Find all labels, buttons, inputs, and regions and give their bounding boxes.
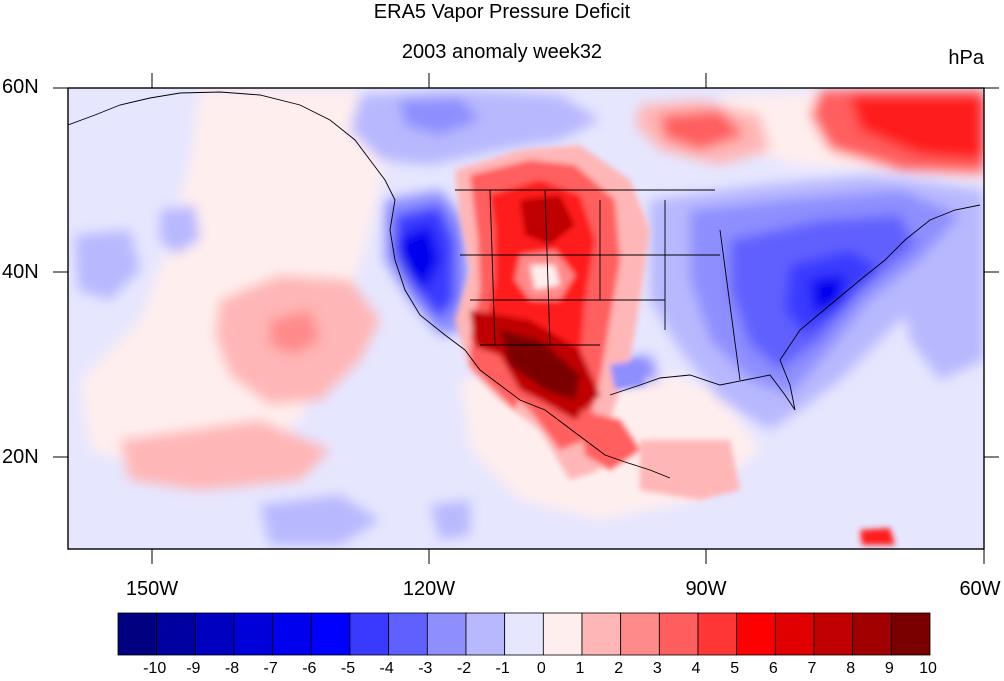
blue-low-east <box>430 500 470 540</box>
colorbar-swatch <box>542 612 583 656</box>
colorbar-tick-label: -2 <box>456 660 472 677</box>
colorbar-tick-label: -4 <box>379 660 394 677</box>
colorbar-tick-label: -7 <box>263 660 278 677</box>
colorbar-tick-label: 10 <box>919 660 937 677</box>
red-west-hole-core <box>530 265 560 290</box>
colorbar-tick-label: -10 <box>143 660 167 677</box>
colorbar-tick-label: 0 <box>536 660 546 677</box>
blue-pacific-mid <box>160 205 200 255</box>
lon-label-90w: 90W <box>685 578 727 600</box>
red-mexico-lower <box>580 410 640 470</box>
colorbar-swatch <box>736 612 776 656</box>
colorbar-swatch <box>194 612 235 656</box>
colorbar-tick-label: 2 <box>614 660 624 677</box>
red-upper-core <box>520 195 575 245</box>
colorbar-swatch <box>272 612 312 656</box>
red-pacific-core <box>270 310 320 355</box>
blue-low-pacific <box>260 495 380 545</box>
blue-texas-pocket <box>610 360 645 390</box>
colorbar-swatch <box>388 612 428 656</box>
red-baja <box>470 345 520 410</box>
colorbar-tick-label: -3 <box>418 660 433 677</box>
colorbar-tick-label: -1 <box>495 660 510 677</box>
colorbar-swatch <box>890 612 931 656</box>
colorbar-swatch <box>233 612 274 656</box>
map-frame <box>67 87 985 550</box>
lon-label-150w: 150W <box>125 578 179 600</box>
chart-title: ERA5 Vapor Pressure Deficit <box>373 1 631 23</box>
colorbar <box>117 612 931 656</box>
red-canada-east-core <box>660 110 745 150</box>
blue-east-us-darkcore <box>810 275 845 315</box>
colorbar-swatch <box>117 612 158 656</box>
colorbar-tick-label: 4 <box>691 660 701 677</box>
colorbar-swatch <box>620 612 660 656</box>
red-southwest-darkcore <box>500 330 580 400</box>
blue-atlantic-east <box>900 260 984 380</box>
colorbar-tick-label: -8 <box>224 660 240 677</box>
red-small-far-se <box>860 528 895 545</box>
colorbar-tick-label: 1 <box>575 660 585 677</box>
lat-label-60n: 60N <box>2 76 39 98</box>
colorbar-tick-label: 3 <box>652 660 662 677</box>
map-ticks <box>53 73 999 564</box>
colorbar-swatch <box>310 612 351 656</box>
units-label: hPa <box>948 47 984 69</box>
red-atlantic-ne-core <box>850 95 984 160</box>
colorbar-swatch <box>349 612 390 656</box>
colorbar-swatch <box>697 612 738 656</box>
colorbar-swatch <box>426 612 467 656</box>
anomaly-field <box>68 88 984 549</box>
colorbar-swatch <box>658 612 699 656</box>
blue-west-coast-core <box>395 225 440 290</box>
colorbar-swatch <box>852 612 892 656</box>
pale-red-subtropics <box>120 420 330 490</box>
colorbar-tick-label: 7 <box>807 660 817 677</box>
colorbar-tick-label: 9 <box>884 660 894 677</box>
colorbar-tick-label: -9 <box>186 660 201 677</box>
red-caribbean-outer <box>640 440 740 500</box>
colorbar-swatch <box>465 612 506 656</box>
colorbar-swatch <box>156 612 196 656</box>
colorbar-tick-label: -6 <box>302 660 317 677</box>
colorbar-tick-label: 8 <box>846 660 856 677</box>
colorbar-swatch <box>581 612 622 656</box>
colorbar-tick-label: 5 <box>730 660 740 677</box>
blue-pacific-west <box>75 230 140 300</box>
coastline-outlines <box>68 91 981 479</box>
colorbar-tick-label: -5 <box>340 660 356 677</box>
colorbar-swatch <box>813 612 854 656</box>
colorbar-swatch <box>774 612 815 656</box>
colorbar-swatch <box>504 612 544 656</box>
blue-alaska-core <box>400 98 480 135</box>
lat-label-40n: 40N <box>2 261 39 283</box>
lon-label-60w: 60W <box>959 578 1001 600</box>
lon-label-120w: 120W <box>402 578 456 600</box>
colorbar-tick-label: 6 <box>768 660 778 677</box>
lat-label-20n: 20N <box>2 446 39 468</box>
chart-subtitle: 2003 anomaly week32 <box>401 41 603 63</box>
